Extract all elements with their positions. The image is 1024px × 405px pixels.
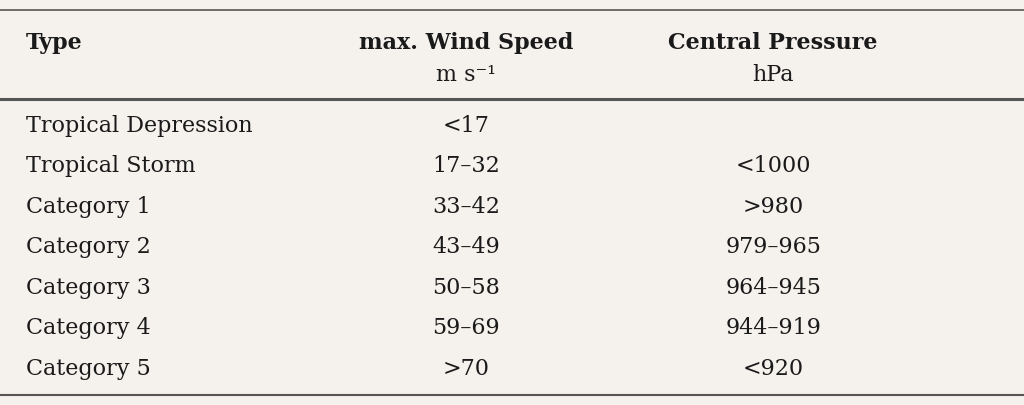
- Text: 59–69: 59–69: [432, 317, 500, 339]
- Text: max. Wind Speed: max. Wind Speed: [358, 32, 573, 53]
- Text: Category 2: Category 2: [26, 236, 151, 258]
- Text: <920: <920: [742, 358, 804, 379]
- Text: Tropical Depression: Tropical Depression: [26, 115, 252, 136]
- Text: <1000: <1000: [735, 155, 811, 177]
- Text: Category 3: Category 3: [26, 277, 151, 298]
- Text: Central Pressure: Central Pressure: [669, 32, 878, 53]
- Text: 50–58: 50–58: [432, 277, 500, 298]
- Text: m s⁻¹: m s⁻¹: [436, 64, 496, 86]
- Text: Category 4: Category 4: [26, 317, 151, 339]
- Text: >70: >70: [442, 358, 489, 379]
- Text: 43–49: 43–49: [432, 236, 500, 258]
- Text: >980: >980: [742, 196, 804, 217]
- Text: Category 1: Category 1: [26, 196, 151, 217]
- Text: 944–919: 944–919: [725, 317, 821, 339]
- Text: 17–32: 17–32: [432, 155, 500, 177]
- Text: hPa: hPa: [753, 64, 794, 86]
- Text: Category 5: Category 5: [26, 358, 151, 379]
- Text: 964–945: 964–945: [725, 277, 821, 298]
- Text: Type: Type: [26, 32, 82, 53]
- Text: 979–965: 979–965: [725, 236, 821, 258]
- Text: Tropical Storm: Tropical Storm: [26, 155, 196, 177]
- Text: <17: <17: [442, 115, 489, 136]
- Text: 33–42: 33–42: [432, 196, 500, 217]
